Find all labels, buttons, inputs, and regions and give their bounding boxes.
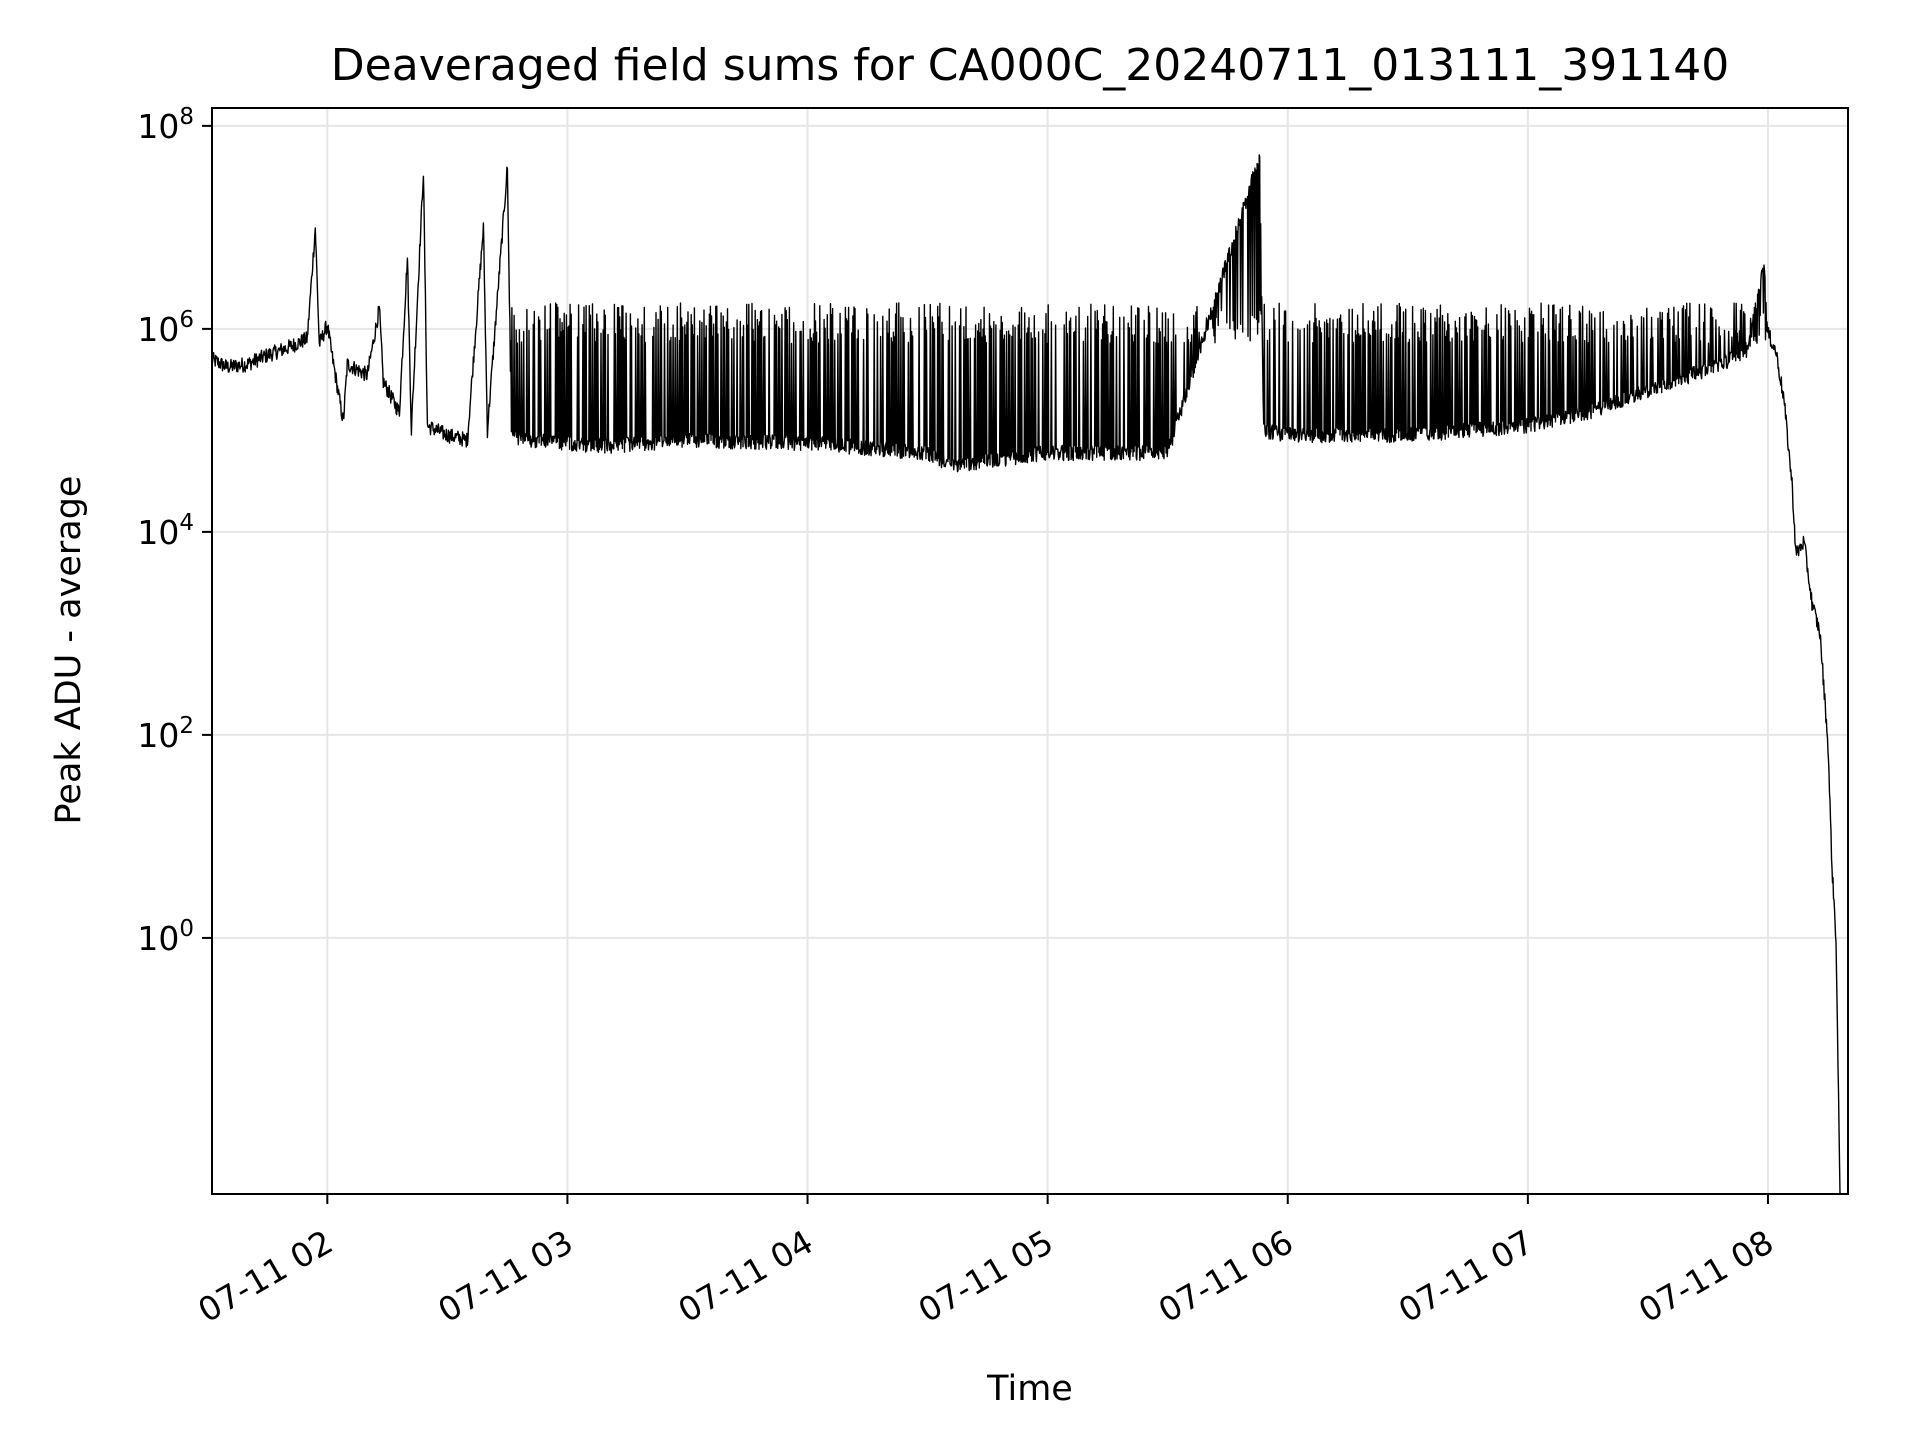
y-tick-label: 108 [137,104,194,146]
y-tick-label: 100 [137,916,194,958]
chart-title: Deaveraged field sums for CA000C_2024071… [331,40,1729,91]
plot-frame [211,107,1849,1195]
y-axis: 100 102 104 106 108 [137,104,212,958]
y-axis-title: Peak ADU - average [49,476,89,825]
series-line [211,154,1841,1195]
series-layer [211,154,1841,1195]
x-axis-title: Time [986,1369,1073,1409]
y-tick-label: 106 [137,307,194,349]
y-tick-label: 102 [137,713,194,755]
y-tick-label: 104 [137,510,194,552]
